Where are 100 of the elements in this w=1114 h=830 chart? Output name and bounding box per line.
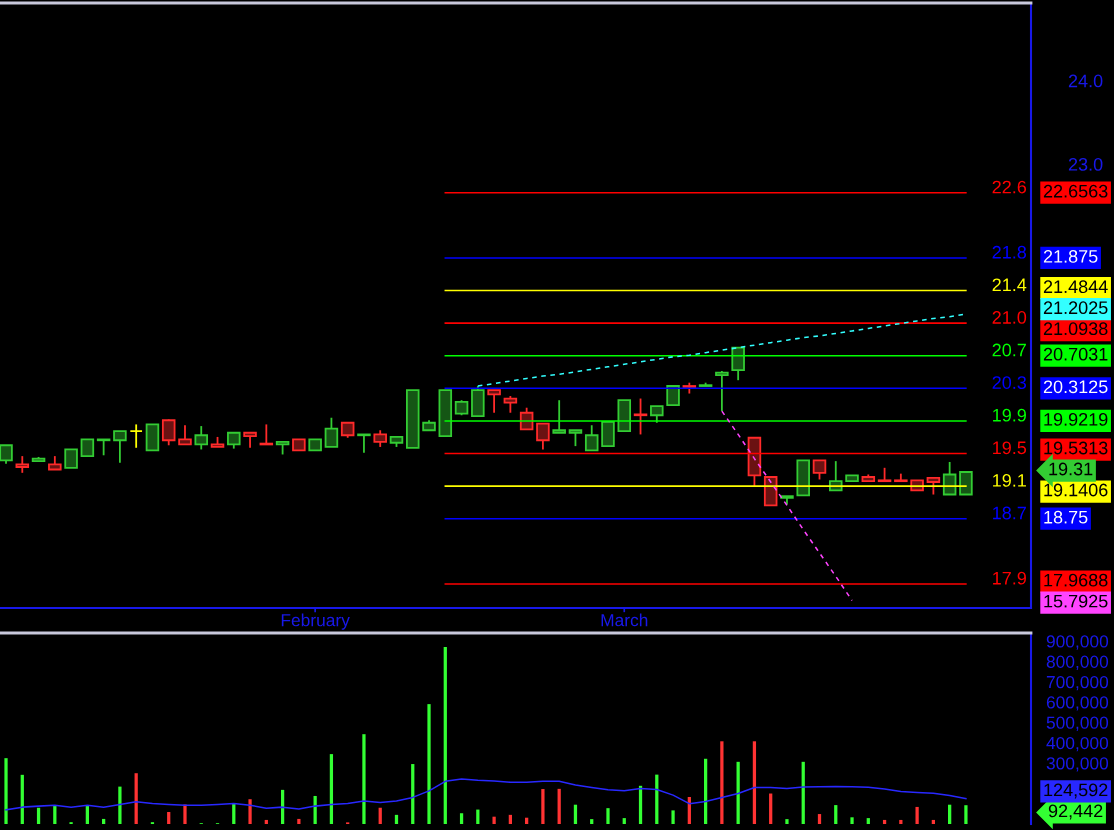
candlestick — [812, 459, 827, 481]
legend-label: 22.6 — [992, 180, 1027, 194]
legend-label: 17.9 — [993, 571, 1026, 585]
bar — [590, 819, 594, 824]
text: 18.75 — [1044, 510, 1088, 524]
legend-label: 21.8 — [992, 245, 1027, 259]
text: 19.5313 — [1044, 441, 1108, 455]
bar — [817, 814, 822, 824]
bar — [134, 773, 138, 824]
x-tick-label: March — [601, 613, 648, 627]
bar — [167, 812, 171, 824]
bar — [915, 806, 919, 824]
candlestick — [715, 370, 729, 412]
candlestick — [324, 416, 339, 448]
bar — [948, 804, 952, 824]
text: 92,442 — [1048, 804, 1103, 820]
bar — [232, 803, 236, 824]
text: 22.6563 — [1043, 184, 1108, 198]
text: 21.4844 — [1043, 280, 1108, 294]
bar — [443, 647, 447, 824]
bar — [638, 785, 643, 824]
bar — [248, 799, 252, 824]
y-tick-label: 24.0 — [1068, 74, 1103, 88]
bar — [411, 764, 415, 824]
candlestick — [113, 430, 127, 464]
y-tick-label: 900,000 — [1046, 635, 1109, 650]
candlestick — [0, 444, 13, 465]
bar — [362, 734, 366, 824]
text: 21.875 — [1043, 250, 1098, 263]
bar — [264, 819, 268, 824]
bar — [4, 758, 8, 824]
text: 20.7031 — [1043, 347, 1108, 361]
bar — [118, 786, 122, 824]
legend-label: 20.3 — [992, 376, 1027, 389]
text: 19.9219 — [1044, 412, 1108, 426]
bar — [541, 789, 545, 824]
text: 19.31 — [1049, 462, 1093, 476]
bar — [834, 805, 838, 824]
bar — [508, 814, 512, 824]
bar — [736, 761, 740, 824]
bar — [329, 754, 334, 824]
bar — [622, 818, 626, 824]
bar — [606, 808, 610, 824]
bar — [785, 819, 789, 824]
bar — [964, 805, 968, 824]
bar — [183, 804, 187, 824]
text: 17.9688 — [1044, 573, 1108, 587]
bar — [752, 741, 757, 824]
bar — [394, 814, 399, 824]
bar — [459, 813, 464, 824]
candlestick — [178, 424, 192, 446]
candlestick — [536, 422, 550, 451]
line-series — [721, 410, 853, 602]
bar — [850, 817, 854, 824]
bar — [573, 804, 578, 824]
y-tick-label: 23.0 — [1068, 157, 1103, 171]
candlestick — [584, 424, 599, 452]
y-tick-label: 700,000 — [1046, 675, 1109, 691]
candlestick — [161, 418, 176, 447]
legend-label: 20.7 — [992, 343, 1026, 357]
candlestick — [129, 423, 143, 449]
y-tick-label: 300,000 — [1046, 757, 1109, 772]
bar — [427, 704, 431, 824]
candlestick — [552, 399, 566, 434]
legend-label: 19.9 — [993, 408, 1026, 422]
series-label: 21.0 — [992, 311, 1027, 324]
y-tick-label: 800,000 — [1046, 655, 1109, 670]
bar — [769, 793, 773, 824]
bar — [557, 788, 561, 824]
bar — [882, 819, 887, 824]
bar — [899, 819, 903, 824]
text: 21.0938 — [1043, 322, 1108, 336]
bar — [53, 805, 57, 824]
y-tick-label: 600,000 — [1046, 696, 1109, 711]
bar — [378, 807, 382, 824]
candlestick — [64, 448, 78, 469]
bar — [671, 810, 675, 824]
legend-label: 19.1 — [993, 474, 1026, 487]
legend-label: 19.5 — [993, 441, 1027, 455]
text: 15.7925 — [1044, 594, 1108, 608]
candlestick — [194, 425, 209, 451]
bar — [36, 807, 41, 824]
legend-label: 18.7 — [993, 506, 1026, 520]
bar — [492, 816, 496, 824]
x-tick-label: February — [281, 613, 350, 630]
text: 21.2025 — [1043, 301, 1108, 315]
y-tick-label: 500,000 — [1046, 716, 1109, 731]
candlestick — [731, 346, 745, 382]
legend-label: 21.4 — [992, 278, 1027, 292]
candlestick — [633, 397, 648, 436]
bar — [703, 758, 708, 824]
text: 19.1406 — [1044, 483, 1108, 497]
bar — [866, 818, 870, 824]
candlestick — [487, 389, 501, 414]
text: 124,592 — [1044, 783, 1108, 799]
y-tick-label: 400,000 — [1046, 736, 1109, 752]
bar — [525, 817, 529, 824]
text: 20.3125 — [1043, 380, 1108, 394]
bar — [720, 741, 724, 824]
bar — [931, 819, 936, 824]
